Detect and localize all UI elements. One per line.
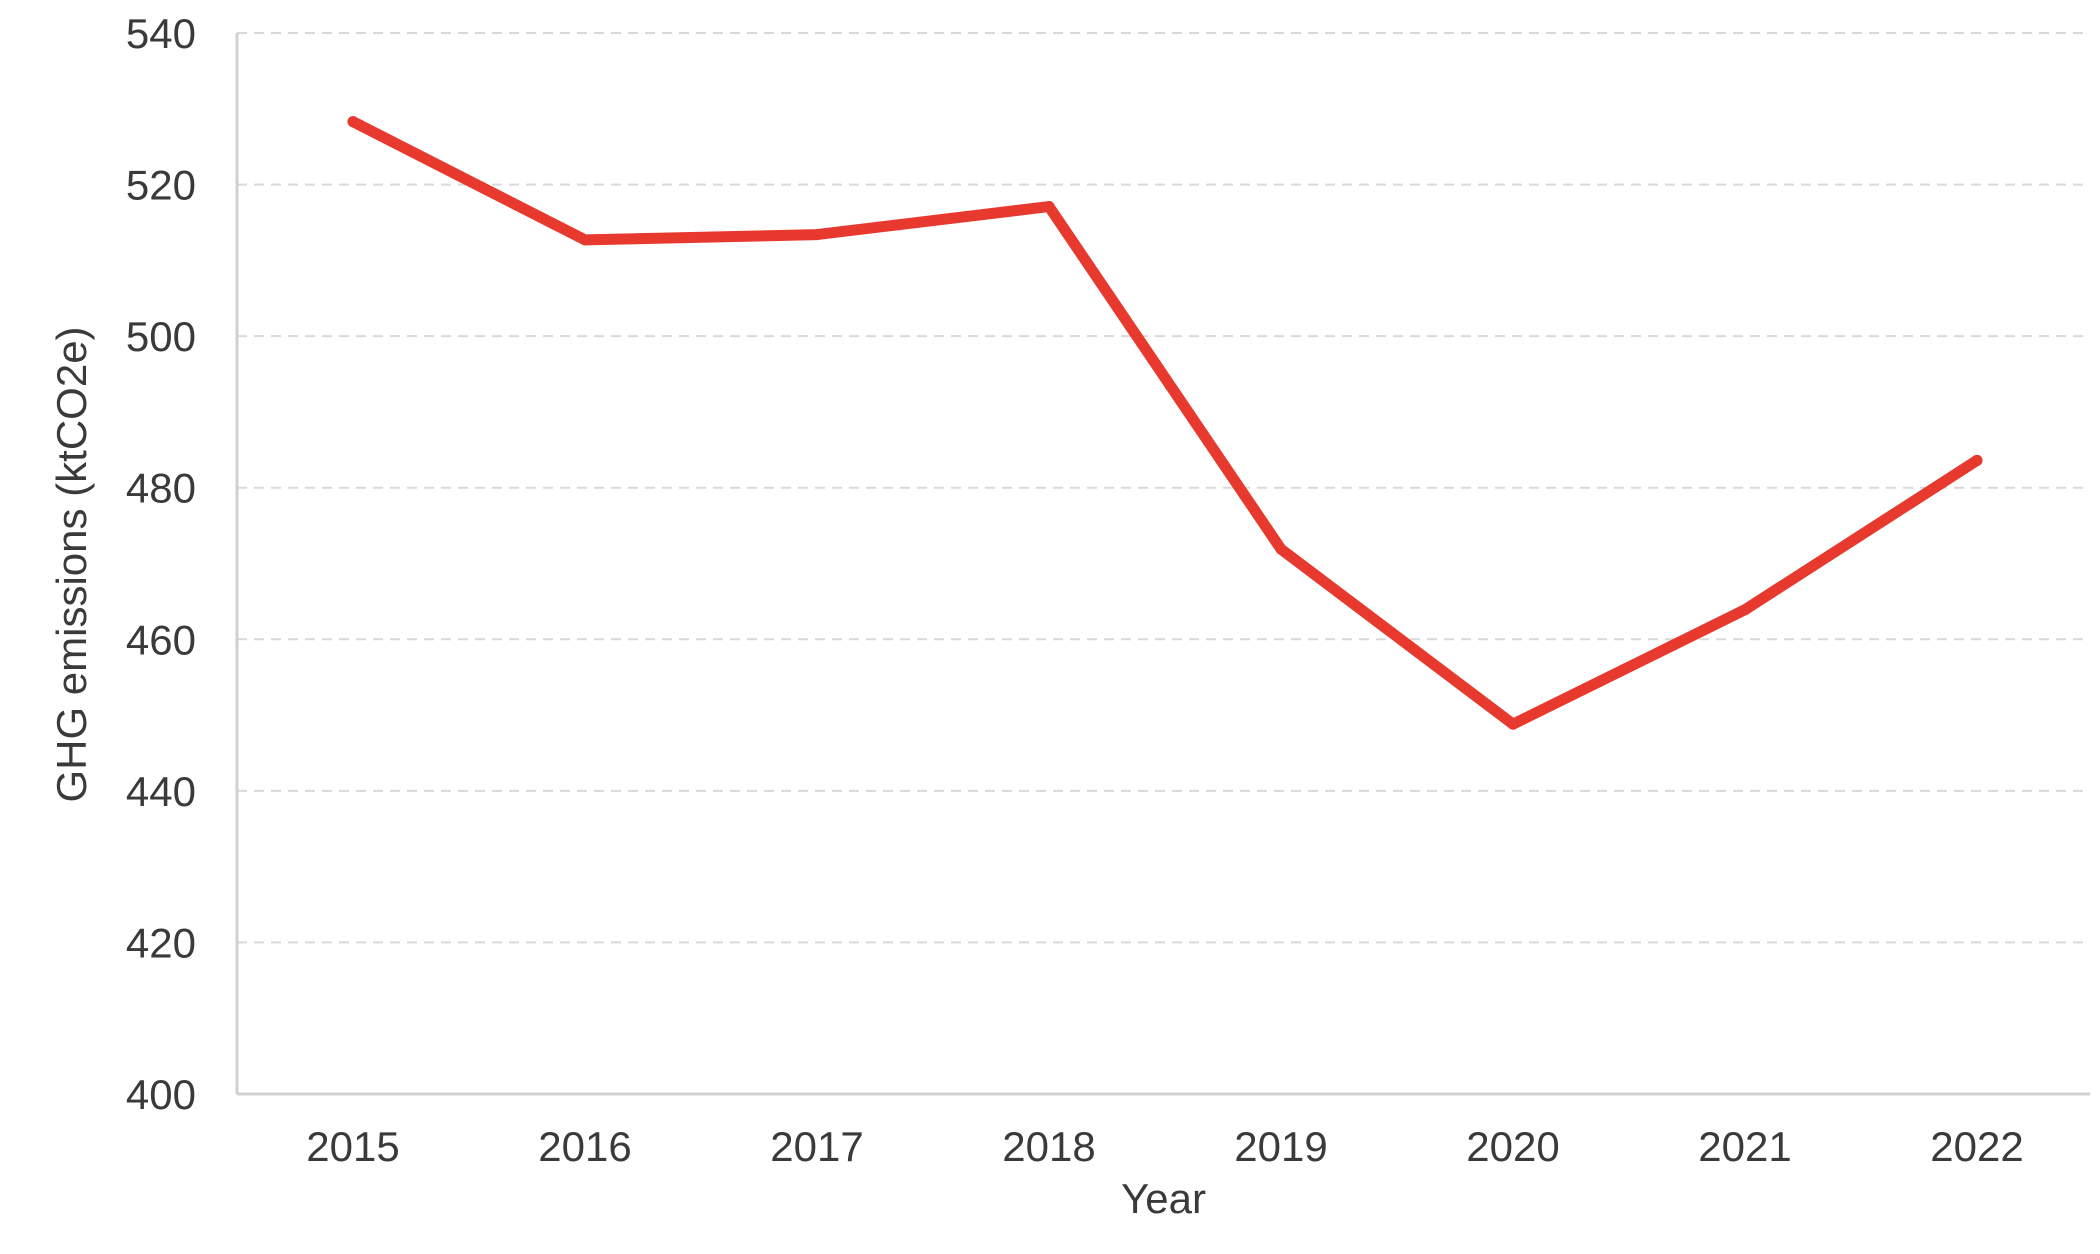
y-tick-label: 540 (126, 10, 196, 57)
x-tick-label: 2019 (1234, 1123, 1327, 1170)
x-tick-label: 2020 (1466, 1123, 1559, 1170)
y-tick-labels: 400 420 440 460 480 500 520 540 (126, 10, 196, 1118)
series-lines (347, 116, 1983, 730)
y-tick-label: 420 (126, 919, 196, 966)
data-point-2022 (1971, 454, 1983, 466)
data-point-2019 (1275, 543, 1287, 555)
x-tick-label: 2018 (1002, 1123, 1095, 1170)
y-tick-label: 480 (126, 465, 196, 512)
y-tick-label: 460 (126, 616, 196, 663)
y-axis-title: GHG emissions (ktCO2e) (48, 326, 95, 802)
y-tick-label: 440 (126, 768, 196, 815)
data-point-2017 (811, 229, 823, 241)
x-axis-title: Year (1121, 1175, 1206, 1222)
axes (235, 33, 2090, 1096)
data-point-2015 (347, 116, 359, 128)
x-tick-label: 2017 (770, 1123, 863, 1170)
gridlines (237, 32, 2090, 944)
x-tick-label: 2022 (1930, 1123, 2023, 1170)
y-tick-label: 500 (126, 313, 196, 360)
x-tick-labels: 2015 2016 2017 2018 2019 2020 2021 2022 (306, 1123, 2023, 1170)
series-line-0 (347, 116, 1983, 730)
data-point-2018 (1043, 201, 1055, 213)
x-tick-label: 2021 (1698, 1123, 1791, 1170)
y-tick-label: 400 (126, 1071, 196, 1118)
x-tick-label: 2015 (306, 1123, 399, 1170)
data-point-2016 (579, 234, 591, 246)
y-tick-label: 520 (126, 162, 196, 209)
data-point-2021 (1739, 604, 1751, 616)
x-tick-label: 2016 (538, 1123, 631, 1170)
data-point-2020 (1507, 718, 1519, 730)
